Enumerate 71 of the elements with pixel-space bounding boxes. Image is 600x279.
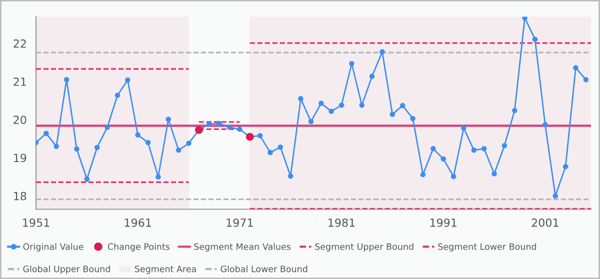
y-tick-label: 18 [14, 192, 26, 200]
point [492, 171, 497, 176]
point [278, 144, 284, 150]
point [400, 102, 406, 108]
point [481, 146, 487, 152]
x-tick-label: 2001 [532, 218, 558, 227]
point [583, 77, 589, 82]
point [532, 36, 538, 42]
y-tick-label: 21 [14, 78, 26, 86]
x-tick-label: 1991 [430, 218, 456, 227]
point [440, 156, 446, 162]
x-tick-label: 1981 [328, 218, 355, 227]
y-tick-label: 20 [14, 116, 26, 124]
point [104, 124, 110, 130]
point [562, 164, 568, 170]
x-tick-label: 1951 [23, 218, 50, 227]
point [552, 193, 558, 199]
point [359, 102, 365, 108]
point [390, 112, 396, 117]
point [114, 92, 120, 98]
point [430, 146, 436, 152]
point [542, 122, 548, 128]
point [512, 108, 518, 114]
point [298, 96, 304, 102]
point [156, 174, 161, 180]
point [288, 173, 294, 179]
point [573, 65, 578, 70]
point [54, 144, 60, 149]
legend-label: Segment Lower Bound [438, 243, 536, 252]
point [166, 116, 172, 122]
x-tick-label: 1961 [124, 218, 151, 227]
legend-label: Segment Upper Bound [315, 243, 414, 252]
point [461, 125, 466, 131]
point [216, 120, 222, 126]
legend-label: Segment Area [134, 266, 196, 274]
point [64, 77, 70, 82]
point [318, 100, 324, 106]
point [74, 146, 80, 152]
point [420, 172, 426, 178]
point [135, 132, 140, 138]
point [237, 126, 242, 132]
legend-label: Change Points [108, 243, 170, 252]
point [522, 16, 528, 21]
point [94, 144, 100, 150]
point [308, 118, 314, 124]
point [176, 148, 182, 153]
x-tick-label: 1971 [226, 218, 253, 227]
point [257, 133, 263, 138]
point [338, 102, 344, 108]
legend-label: Segment Mean Values [194, 243, 291, 252]
legend-label: Global Upper Bound [23, 265, 110, 274]
point [502, 142, 508, 148]
y-tick-label: 19 [14, 154, 26, 162]
point [268, 150, 273, 156]
legend-label: Original Value [23, 243, 84, 252]
point [328, 108, 334, 114]
legend-label: Global Lower Bound [220, 265, 308, 272]
point [410, 116, 416, 122]
point [450, 174, 456, 180]
point [125, 77, 130, 83]
point [471, 148, 477, 153]
y-tick-label: 22 [14, 39, 26, 48]
point [226, 124, 232, 130]
point [369, 74, 375, 79]
point [84, 176, 90, 182]
point [349, 60, 354, 66]
point [206, 121, 212, 126]
point [380, 49, 385, 54]
point [186, 140, 192, 146]
point [145, 140, 151, 146]
point [44, 130, 49, 136]
